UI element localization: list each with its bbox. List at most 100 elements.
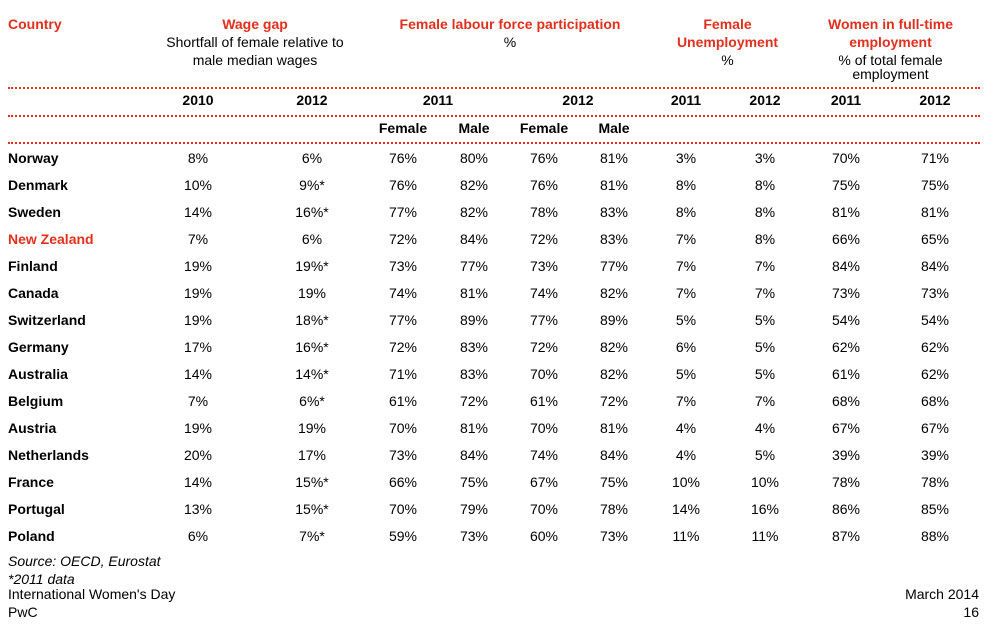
table-cell: 5%: [675, 312, 697, 328]
table-cell: 8%: [754, 177, 776, 193]
fulltime-title2: employment: [849, 34, 932, 50]
table-cell: 75%: [459, 474, 489, 490]
table-cell: 70%: [529, 501, 559, 517]
table-cell: 68%: [831, 393, 861, 409]
table-cell: 18%*: [295, 312, 329, 328]
table-cell: 7%: [675, 258, 697, 274]
table-cell: 61%: [529, 393, 559, 409]
table-cell: 73%: [529, 258, 559, 274]
table-cell: 72%: [459, 393, 489, 409]
table-cell: 89%: [599, 312, 629, 328]
table-cell: 78%: [920, 474, 950, 490]
table-row: Poland 6% 7%* 59% 73% 60% 73% 11% 11% 87% 88%: [0, 523, 1005, 550]
sub-male-2011: Male: [458, 120, 490, 136]
footer-event: International Women's Day: [8, 586, 176, 602]
table-cell: 80%: [459, 150, 489, 166]
table-cell: 3%: [675, 150, 697, 166]
table-cell: 74%: [388, 285, 418, 301]
unemployment-title1: Female: [703, 16, 752, 32]
table-cell: 82%: [459, 177, 489, 193]
flp-title: Female labour force participation: [399, 16, 621, 32]
table-cell: 72%: [388, 231, 418, 247]
table-cell: 7%: [754, 258, 776, 274]
table-cell: 67%: [529, 474, 559, 490]
table-cell: 81%: [920, 204, 950, 220]
table-cell: 54%: [831, 312, 861, 328]
table-cell: 14%*: [295, 366, 329, 382]
table-cell: 7%*: [299, 528, 325, 544]
country-name: Denmark: [8, 177, 68, 193]
rule-top: [8, 87, 980, 89]
table-cell: 83%: [599, 231, 629, 247]
table-cell: 10%: [183, 177, 213, 193]
table-row: Switzerland 19% 18%* 77% 89% 77% 89% 5% 5% 54% 54%: [0, 307, 1005, 334]
table-cell: 61%: [831, 366, 861, 382]
table-cell: 7%: [675, 393, 697, 409]
country-name: Belgium: [8, 393, 64, 409]
fulltime-header: Women in full-time employment % of total…: [808, 15, 973, 83]
table-cell: 75%: [920, 177, 950, 193]
table-row: Denmark 10% 9%* 76% 82% 76% 81% 8% 8% 75% 75%: [0, 172, 1005, 199]
table-cell: 7%: [187, 393, 209, 409]
table-cell: 70%: [388, 420, 418, 436]
footer-page-number: 16: [963, 604, 979, 620]
table-cell: 20%: [183, 447, 213, 463]
table-cell: 73%: [388, 258, 418, 274]
table-row: Finland 19% 19%* 73% 77% 73% 77% 7% 7% 84% 84%: [0, 253, 1005, 280]
table-cell: 61%: [388, 393, 418, 409]
table-cell: 84%: [920, 258, 950, 274]
table-cell: 8%: [754, 231, 776, 247]
table-cell: 10%: [671, 474, 701, 490]
country-name: Austria: [8, 420, 57, 436]
table-cell: 62%: [831, 339, 861, 355]
table-cell: 84%: [459, 231, 489, 247]
table-cell: 62%: [920, 366, 950, 382]
country-header: Country: [8, 16, 62, 32]
table-cell: 76%: [388, 150, 418, 166]
table-cell: 19%: [183, 285, 213, 301]
table-row: Austria 19% 19% 70% 81% 70% 81% 4% 4% 67% 67%: [0, 415, 1005, 442]
table-cell: 77%: [529, 312, 559, 328]
table-cell: 82%: [599, 285, 629, 301]
table-cell: 89%: [459, 312, 489, 328]
table-cell: 16%: [750, 501, 780, 517]
table-cell: 54%: [920, 312, 950, 328]
table-cell: 14%: [671, 501, 701, 517]
table-cell: 16%*: [295, 339, 329, 355]
fulltime-sub1: % of total female: [838, 52, 943, 68]
table-cell: 19%: [183, 312, 213, 328]
table-row: New Zealand 7% 6% 72% 84% 72% 83% 7% 8% 66% 65%: [0, 226, 1005, 253]
table-cell: 77%: [388, 204, 418, 220]
table-cell: 16%*: [295, 204, 329, 220]
table-cell: 5%: [754, 447, 776, 463]
table-cell: 14%: [183, 366, 213, 382]
country-name: Canada: [8, 285, 59, 301]
table-cell: 8%: [754, 204, 776, 220]
table-cell: 59%: [388, 528, 418, 544]
country-name: Poland: [8, 528, 55, 544]
fulltime-title1: Women in full-time: [828, 16, 953, 32]
table-cell: 6%: [301, 231, 323, 247]
table-cell: 73%: [831, 285, 861, 301]
table-cell: 19%: [183, 258, 213, 274]
wage-gap-sub1: Shortfall of female relative to: [166, 34, 344, 50]
table-cell: 67%: [920, 420, 950, 436]
table-cell: 14%: [183, 474, 213, 490]
table-cell: 5%: [754, 366, 776, 382]
table-cell: 70%: [831, 150, 861, 166]
table-cell: 72%: [529, 231, 559, 247]
table-cell: 7%: [754, 393, 776, 409]
year-2010: 2010: [182, 92, 214, 108]
table-cell: 83%: [599, 204, 629, 220]
flp-sub: %: [503, 34, 517, 50]
table-row: Australia 14% 14%* 71% 83% 70% 82% 5% 5% 61% 62%: [0, 361, 1005, 388]
table-cell: 4%: [675, 447, 697, 463]
sub-female-2011: Female: [378, 120, 428, 136]
country-name: Sweden: [8, 204, 61, 220]
table-cell: 76%: [529, 150, 559, 166]
table-cell: 81%: [459, 285, 489, 301]
table-cell: 75%: [831, 177, 861, 193]
table-cell: 10%: [750, 474, 780, 490]
table-cell: 7%: [675, 285, 697, 301]
table-cell: 5%: [754, 339, 776, 355]
